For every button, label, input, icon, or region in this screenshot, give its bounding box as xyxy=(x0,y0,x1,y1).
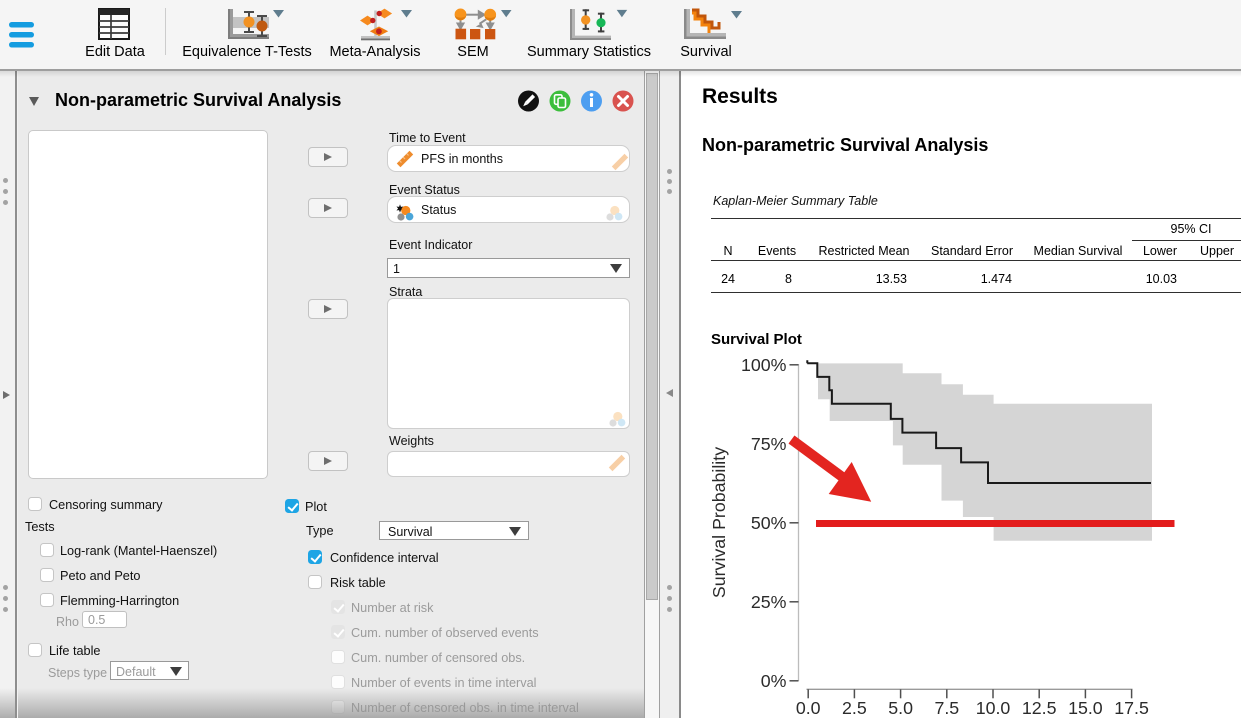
svg-text:100%: 100% xyxy=(741,355,787,375)
svg-text:12.5: 12.5 xyxy=(1022,698,1057,718)
svg-text:0%: 0% xyxy=(761,671,787,691)
svg-text:7.5: 7.5 xyxy=(934,698,959,718)
svg-text:75%: 75% xyxy=(751,434,787,454)
svg-text:10.0: 10.0 xyxy=(976,698,1011,718)
svg-text:0.0: 0.0 xyxy=(796,698,821,718)
svg-text:5.0: 5.0 xyxy=(888,698,913,718)
svg-text:15.0: 15.0 xyxy=(1068,698,1103,718)
svg-text:Survival Probability: Survival Probability xyxy=(709,447,729,598)
svg-text:25%: 25% xyxy=(751,592,787,612)
svg-text:2.5: 2.5 xyxy=(842,698,867,718)
svg-text:17.5: 17.5 xyxy=(1114,698,1149,718)
svg-text:50%: 50% xyxy=(751,513,787,533)
